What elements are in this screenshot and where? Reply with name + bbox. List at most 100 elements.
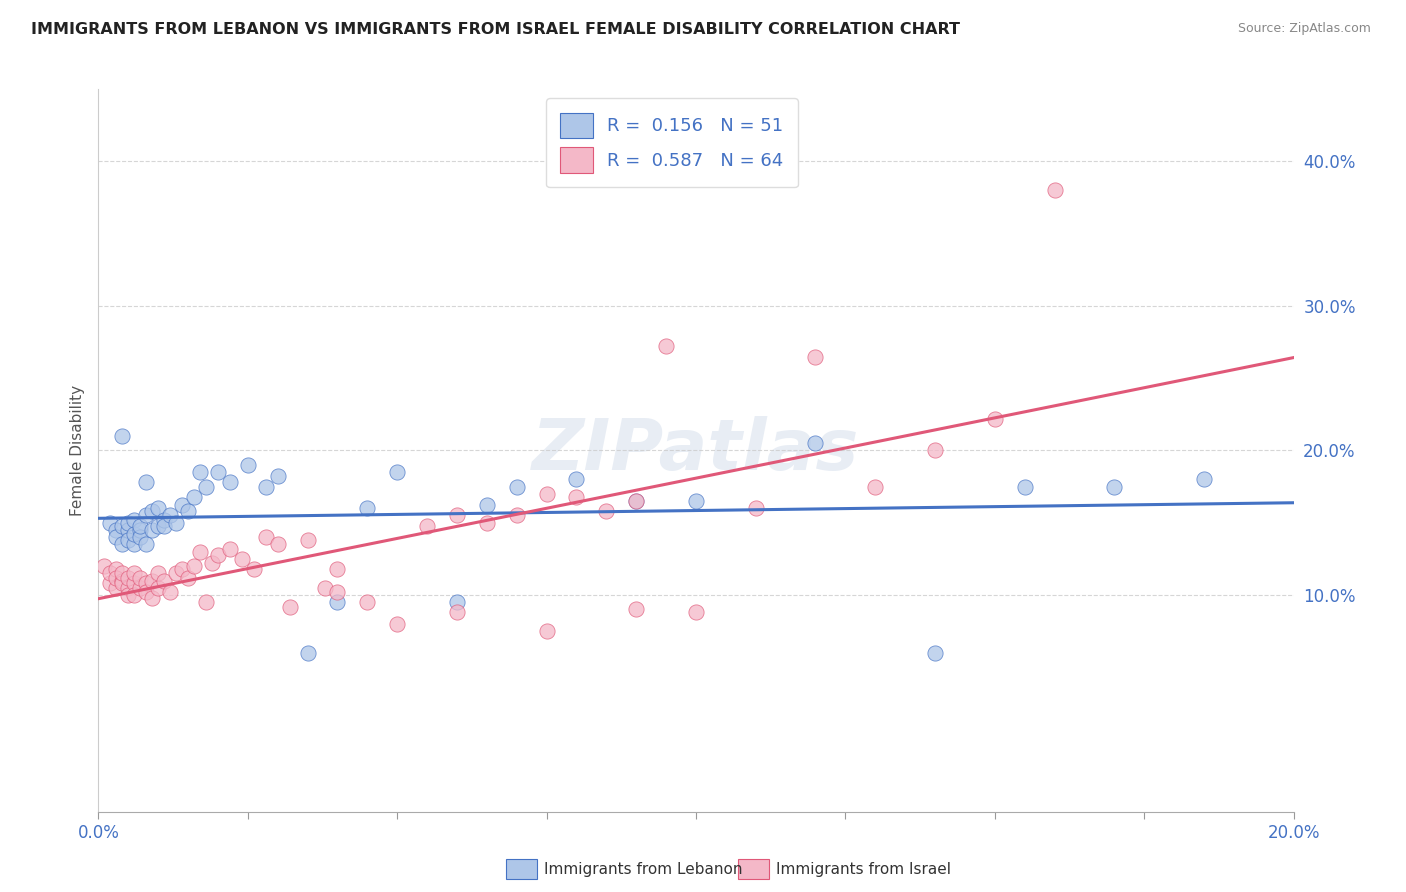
Legend: R =  0.156   N = 51, R =  0.587   N = 64: R = 0.156 N = 51, R = 0.587 N = 64 [546, 98, 799, 187]
Point [446, 508, 468, 523]
Y-axis label: Female Disability: Female Disability [69, 384, 84, 516]
Point [685, 605, 707, 619]
Point [105, 530, 128, 544]
Point [124, 566, 146, 581]
Point [111, 576, 134, 591]
Point [117, 571, 139, 585]
Point [254, 480, 277, 494]
Point [188, 544, 211, 558]
Point [124, 576, 146, 591]
Point [356, 501, 378, 516]
Point [153, 513, 176, 527]
Point [135, 508, 157, 523]
Point [201, 556, 224, 570]
Point [195, 595, 218, 609]
Point [565, 472, 588, 486]
Point [141, 523, 163, 537]
Point [172, 499, 194, 513]
Point [278, 599, 301, 614]
Point [117, 581, 139, 595]
Point [655, 339, 678, 353]
Point [745, 501, 768, 516]
Point [207, 548, 229, 562]
Point [159, 585, 181, 599]
Point [297, 646, 319, 660]
Point [141, 574, 163, 588]
Point [159, 508, 181, 523]
Point [183, 490, 205, 504]
Point [219, 475, 242, 490]
Point [129, 523, 152, 537]
Point [165, 566, 187, 581]
Point [626, 602, 648, 616]
Point [105, 581, 128, 595]
Point [219, 541, 242, 556]
Text: ZIPatlas: ZIPatlas [533, 416, 859, 485]
Point [804, 350, 827, 364]
Point [153, 574, 176, 588]
Point [685, 494, 707, 508]
Point [326, 585, 349, 599]
Point [1043, 183, 1066, 197]
Point [188, 465, 211, 479]
Text: IMMIGRANTS FROM LEBANON VS IMMIGRANTS FROM ISRAEL FEMALE DISABILITY CORRELATION : IMMIGRANTS FROM LEBANON VS IMMIGRANTS FR… [31, 22, 960, 37]
Point [1014, 480, 1036, 494]
Point [117, 588, 139, 602]
Point [595, 504, 617, 518]
Point [135, 585, 157, 599]
Point [172, 562, 194, 576]
Point [105, 562, 128, 576]
Point [105, 523, 128, 537]
Point [475, 516, 498, 530]
Point [565, 490, 588, 504]
Point [165, 516, 187, 530]
Point [93, 559, 115, 574]
Point [297, 533, 319, 547]
Point [148, 566, 170, 581]
Point [243, 562, 266, 576]
Point [356, 595, 378, 609]
Point [148, 581, 170, 595]
Point [475, 499, 498, 513]
Text: Immigrants from Israel: Immigrants from Israel [776, 863, 950, 877]
Point [416, 518, 439, 533]
Point [924, 646, 946, 660]
Point [141, 504, 163, 518]
Point [148, 518, 170, 533]
Point [804, 436, 827, 450]
Point [111, 518, 134, 533]
Point [326, 562, 349, 576]
Point [626, 494, 648, 508]
Point [117, 523, 139, 537]
Text: Source: ZipAtlas.com: Source: ZipAtlas.com [1237, 22, 1371, 36]
Point [536, 624, 558, 639]
Point [385, 616, 409, 631]
Point [111, 566, 134, 581]
Point [506, 480, 529, 494]
Point [984, 411, 1007, 425]
Point [536, 487, 558, 501]
Point [111, 537, 134, 551]
Point [195, 480, 218, 494]
Point [124, 513, 146, 527]
Point [177, 504, 200, 518]
Point [385, 465, 409, 479]
Point [135, 576, 157, 591]
Point [236, 458, 259, 472]
Point [129, 530, 152, 544]
Point [446, 595, 468, 609]
Point [207, 465, 229, 479]
Point [326, 595, 349, 609]
Point [506, 508, 529, 523]
Point [105, 571, 128, 585]
Point [183, 559, 205, 574]
Point [446, 605, 468, 619]
Point [135, 475, 157, 490]
Point [124, 537, 146, 551]
Point [98, 516, 122, 530]
Point [98, 566, 122, 581]
Point [267, 537, 290, 551]
Point [315, 581, 337, 595]
Point [98, 576, 122, 591]
Point [267, 469, 290, 483]
